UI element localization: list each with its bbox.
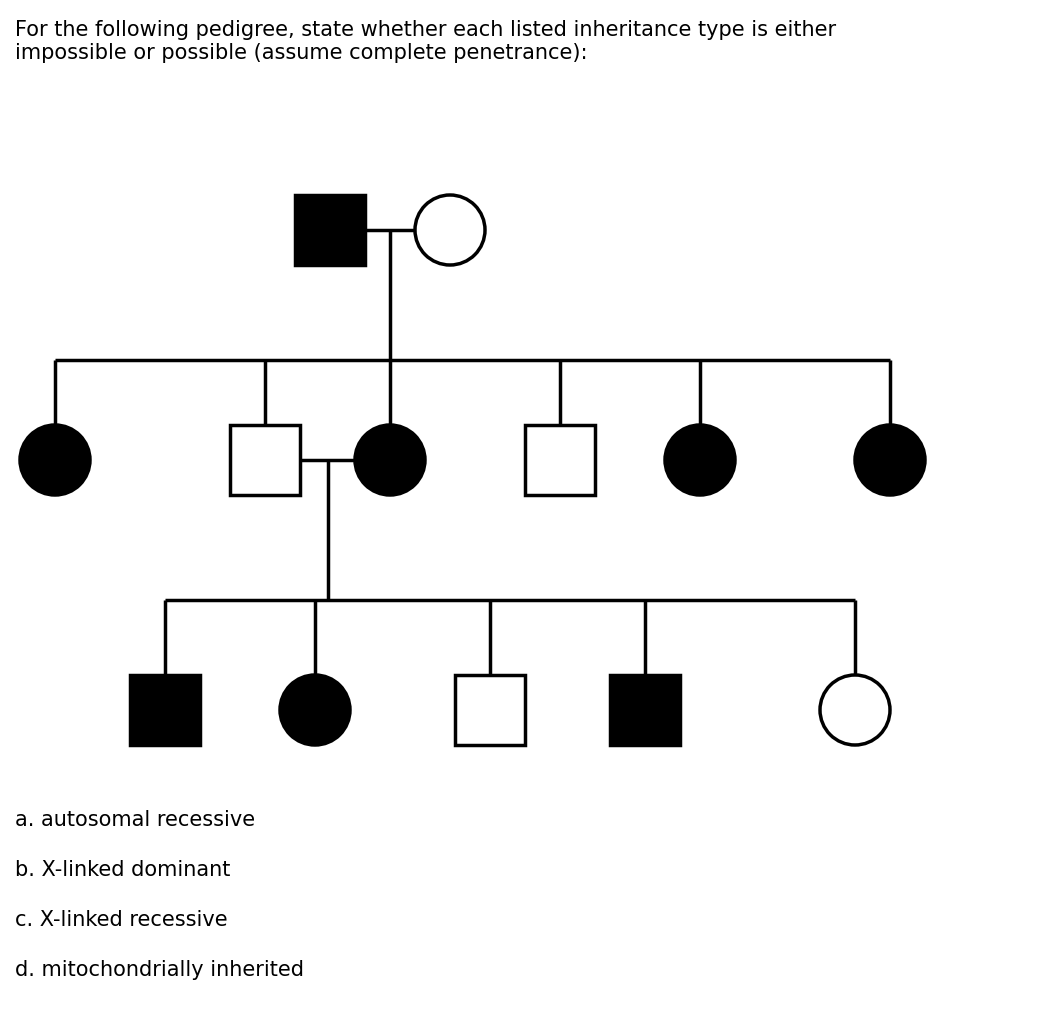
Bar bbox=[455, 675, 525, 745]
Text: d. mitochondrially inherited: d. mitochondrially inherited bbox=[15, 960, 304, 980]
Ellipse shape bbox=[20, 425, 90, 495]
Ellipse shape bbox=[355, 425, 425, 495]
Text: For the following pedigree, state whether each listed inheritance type is either: For the following pedigree, state whethe… bbox=[15, 20, 836, 63]
Bar bbox=[525, 425, 595, 495]
Bar bbox=[230, 425, 300, 495]
Ellipse shape bbox=[820, 675, 890, 745]
Ellipse shape bbox=[665, 425, 735, 495]
Text: c. X-linked recessive: c. X-linked recessive bbox=[15, 909, 228, 930]
Ellipse shape bbox=[280, 675, 350, 745]
Text: b. X-linked dominant: b. X-linked dominant bbox=[15, 860, 230, 880]
Ellipse shape bbox=[855, 425, 925, 495]
Bar bbox=[610, 675, 680, 745]
Ellipse shape bbox=[415, 195, 485, 265]
Bar bbox=[295, 195, 365, 265]
Text: a. autosomal recessive: a. autosomal recessive bbox=[15, 810, 255, 830]
Bar bbox=[130, 675, 200, 745]
